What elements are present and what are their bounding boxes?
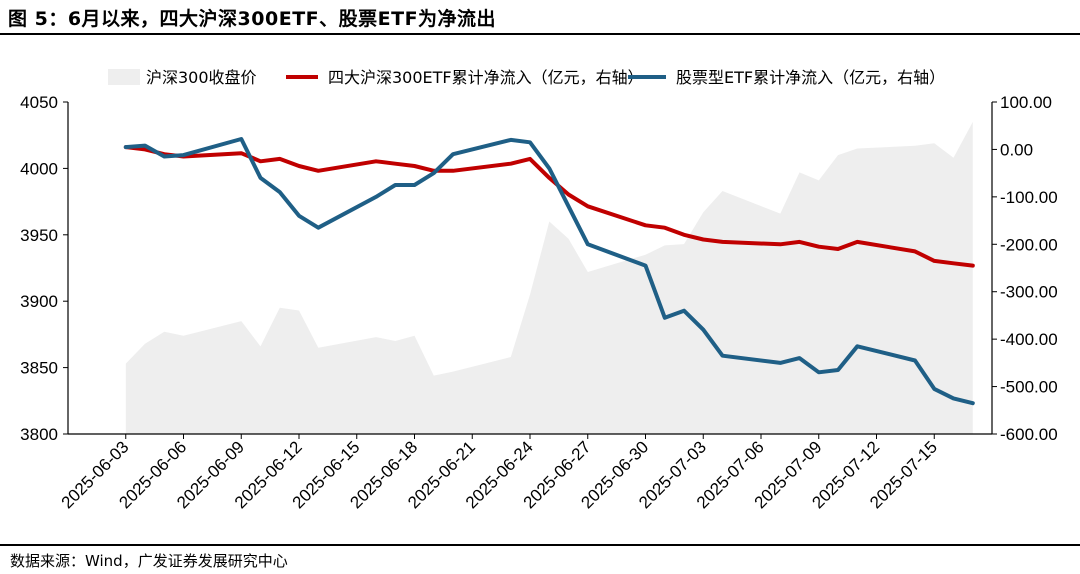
line-series-layer bbox=[123, 137, 975, 406]
y-left-tick-label: 3850 bbox=[20, 359, 58, 378]
y-right-tick-label: -400.00 bbox=[1000, 330, 1058, 349]
y-right-tick-label: -600.00 bbox=[1000, 425, 1058, 444]
area-series-0 bbox=[125, 121, 973, 435]
y-left-tick-label: 3800 bbox=[20, 425, 58, 444]
y-left-tick-label: 4050 bbox=[20, 93, 58, 112]
line-series-2 bbox=[123, 137, 975, 406]
line-series-1 bbox=[123, 145, 975, 268]
legend-label-1: 四大沪深300ETF累计净流入（亿元，右轴） bbox=[328, 68, 644, 87]
y-right-tick-label: -300.00 bbox=[1000, 283, 1058, 302]
legend-swatch-0 bbox=[108, 69, 140, 85]
y-left-tick-label: 3900 bbox=[20, 292, 58, 311]
title-rule bbox=[0, 33, 1080, 35]
y-left-tick-label: 4000 bbox=[20, 159, 58, 178]
legend-label-2: 股票型ETF累计净流入（亿元，右轴） bbox=[676, 68, 945, 87]
source-rule bbox=[0, 544, 1080, 546]
legend-label-0: 沪深300收盘价 bbox=[146, 68, 257, 87]
y-left-tick-label: 3950 bbox=[20, 226, 58, 245]
y-right-tick-label: -200.00 bbox=[1000, 235, 1058, 254]
source-note: 数据来源：Wind，广发证券发展研究中心 bbox=[10, 552, 288, 570]
legend: 沪深300收盘价 四大沪深300ETF累计净流入（亿元，右轴） 股票型ETF累计净流… bbox=[108, 68, 945, 87]
chart: 3800 3850 3900 3950 4000 4050 100.00 0.00 -100.0… bbox=[20, 68, 1058, 512]
y-right-tick-label: 100.00 bbox=[1000, 93, 1052, 112]
area-series-layer bbox=[125, 121, 973, 435]
figure-title: 图 5：6月以来，四大沪深300ETF、股票ETF为净流出 bbox=[8, 8, 497, 30]
y-right-tick-label: -500.00 bbox=[1000, 378, 1058, 397]
y-right-tick-label: -100.00 bbox=[1000, 188, 1058, 207]
y-right-tick-label: 0.00 bbox=[1000, 140, 1033, 159]
